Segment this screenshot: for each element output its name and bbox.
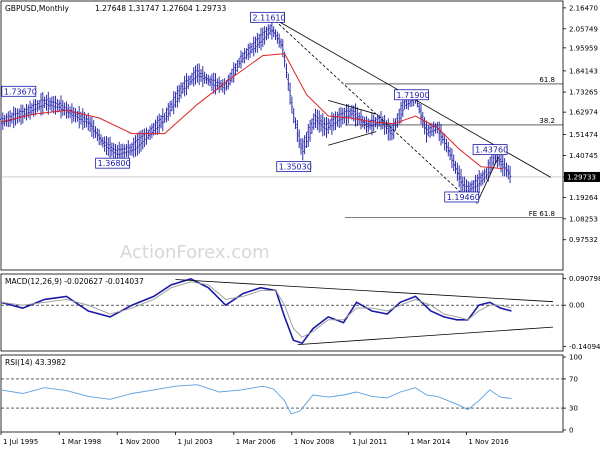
price-ohlc-readout: 1.27648 1.31747 1.27604 1.29733 (95, 4, 226, 13)
price-panel-frame (0, 0, 564, 271)
macd-title: MACD(12,26,9) -0.020627 -0.014037 (5, 277, 144, 286)
macd-y-tick-label: 0.00 (569, 302, 585, 310)
price-label: 1.73670 (4, 87, 37, 96)
x-axis: 1 Jul 1995 1 Mar 1998 1 Nov 2000 1 Jul 2003… (0, 432, 509, 446)
macd-y-tick-label: -0.14094 (569, 343, 600, 351)
price-trendline (328, 131, 377, 146)
price-label-box (1, 85, 37, 97)
price-y-tick-label: 0.97532 (569, 236, 598, 244)
price-label-box (276, 161, 312, 173)
x-tick-label: 1 Mar 1998 (61, 438, 101, 446)
price-y-tick-label: 1.73265 (569, 89, 598, 97)
price-y-tick-label: 2.05749 (569, 25, 598, 33)
macd-y-tick-label: 0.090798 (569, 275, 600, 283)
price-y-tick-label: 1.40745 (569, 152, 598, 160)
price-y-tick-label: 1.19264 (569, 194, 598, 202)
price-chart-title: GBPUSD,Monthly (5, 4, 69, 13)
rsi-layer: 100 70 30 0 (0, 354, 582, 435)
x-tick-label: 1 Nov 2000 (119, 438, 159, 446)
rsi-title: RSI(14) 43.3982 (5, 358, 66, 367)
price-trendline (271, 17, 466, 198)
x-tick-label: 1 Jul 1995 (3, 438, 38, 446)
rsi-y-tick-label: 30 (569, 405, 578, 413)
price-label-box (250, 11, 285, 23)
fib-level-label: 61.8 (539, 76, 555, 84)
rsi-panel-frame (0, 354, 564, 433)
price-label: 1.35030 (279, 163, 312, 172)
price-y-tick-label: 1.84143 (569, 67, 598, 75)
price-y-tick-label: 1.51474 (569, 131, 598, 139)
moving-average-line (0, 53, 503, 170)
x-tick-label: 1 Jul 2011 (352, 438, 387, 446)
price-label: 1.19460 (447, 193, 480, 202)
macd-trendline (175, 279, 554, 303)
rsi-y-tick-label: 0 (569, 427, 573, 435)
price-label: 1.71900 (397, 91, 430, 100)
rsi-y-tick-label: 70 (569, 375, 578, 383)
x-tick-label: 1 Mar 2006 (236, 438, 276, 446)
x-tick-label: 1 Nov 2008 (294, 438, 334, 446)
price-y-tick-label: 2.16470 (569, 4, 598, 12)
price-y-tick-label: 1.95959 (569, 44, 598, 52)
price-y-tick-label: 1.62974 (569, 109, 598, 117)
price-y-tick-label: 1.08253 (569, 215, 598, 223)
x-tick-label: 1 Jul 2003 (178, 438, 213, 446)
macd-trendline (297, 326, 554, 346)
fib-level-label: FE 61.8 (529, 210, 555, 218)
price-layer: 2.16470 2.05749 1.95959 1.84143 1.73265 1.629… (0, 4, 600, 244)
x-tick-label: 1 Nov 2016 (468, 438, 509, 446)
price-label-box (444, 191, 480, 203)
rsi-line (0, 384, 512, 415)
last-price-box (564, 171, 600, 182)
fib-level-label: 38.2 (539, 117, 555, 125)
last-price-label: 1.29733 (567, 173, 596, 181)
price-label-box (472, 144, 508, 156)
price-label-box (95, 157, 131, 169)
watermark: ActionForex.com (120, 242, 270, 263)
macd-signal-line (0, 281, 512, 338)
price-trendline (328, 100, 377, 115)
rsi-y-tick-label: 100 (569, 354, 582, 362)
price-label-box (394, 89, 429, 101)
price-label: 1.43760 (475, 146, 508, 155)
price-label: 1.36800 (98, 159, 131, 168)
price-trendline (476, 156, 499, 204)
price-label: 2.11610 (253, 13, 286, 22)
x-tick-label: 1 Mar 2014 (410, 438, 450, 446)
macd-layer: 0.090798 0.00 -0.14094 (0, 275, 600, 351)
